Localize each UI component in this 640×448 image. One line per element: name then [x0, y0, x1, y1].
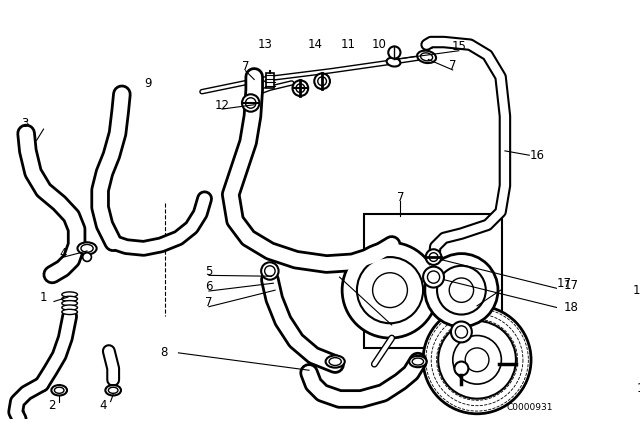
Text: 4: 4	[99, 399, 106, 412]
Circle shape	[451, 322, 472, 342]
FancyBboxPatch shape	[364, 215, 502, 349]
Ellipse shape	[81, 245, 93, 252]
Text: C0000931: C0000931	[506, 403, 553, 412]
Circle shape	[372, 273, 408, 308]
Circle shape	[452, 336, 501, 384]
Text: 17: 17	[557, 277, 572, 290]
Circle shape	[342, 242, 438, 338]
Ellipse shape	[409, 356, 427, 367]
Circle shape	[242, 94, 259, 112]
Text: 16: 16	[529, 149, 544, 162]
Ellipse shape	[387, 58, 401, 67]
Text: 7: 7	[205, 296, 212, 309]
Ellipse shape	[54, 387, 64, 393]
Circle shape	[317, 77, 326, 86]
Circle shape	[438, 321, 516, 399]
Ellipse shape	[62, 296, 77, 302]
Circle shape	[465, 348, 489, 372]
Circle shape	[423, 306, 531, 414]
Circle shape	[314, 73, 330, 89]
Text: 5: 5	[205, 264, 212, 277]
Text: 14: 14	[308, 38, 323, 51]
Circle shape	[423, 267, 444, 288]
Text: 18: 18	[637, 382, 640, 395]
Text: 7: 7	[397, 190, 404, 203]
Text: 2: 2	[49, 399, 56, 412]
Circle shape	[429, 253, 438, 262]
Ellipse shape	[106, 385, 121, 396]
Ellipse shape	[108, 387, 118, 393]
Ellipse shape	[51, 385, 67, 396]
FancyBboxPatch shape	[266, 73, 274, 88]
Text: 17: 17	[564, 279, 579, 292]
Text: 18: 18	[564, 301, 579, 314]
Circle shape	[455, 326, 467, 338]
Ellipse shape	[62, 305, 77, 310]
Circle shape	[454, 362, 468, 375]
Ellipse shape	[412, 358, 424, 365]
Text: 7: 7	[242, 60, 249, 73]
Ellipse shape	[62, 292, 77, 297]
Text: 9: 9	[144, 78, 152, 90]
Circle shape	[425, 254, 498, 327]
Circle shape	[292, 80, 308, 96]
Ellipse shape	[62, 309, 77, 314]
Circle shape	[83, 253, 92, 262]
Ellipse shape	[77, 242, 97, 254]
Ellipse shape	[326, 355, 345, 368]
Circle shape	[388, 47, 401, 59]
Ellipse shape	[417, 51, 436, 63]
Circle shape	[246, 98, 256, 108]
Text: 13: 13	[258, 38, 273, 51]
Circle shape	[296, 84, 305, 93]
Text: 1: 1	[40, 291, 47, 304]
Text: 6: 6	[205, 280, 212, 293]
Circle shape	[357, 257, 423, 323]
Circle shape	[265, 266, 275, 276]
Circle shape	[426, 249, 442, 265]
Ellipse shape	[420, 53, 433, 61]
Text: 4: 4	[60, 247, 67, 260]
Circle shape	[261, 263, 278, 280]
Circle shape	[437, 266, 486, 314]
Text: 16: 16	[632, 284, 640, 297]
Text: 10: 10	[371, 38, 386, 51]
Text: 11: 11	[340, 38, 356, 51]
Text: 15: 15	[451, 40, 466, 53]
Circle shape	[449, 278, 474, 302]
Text: 12: 12	[214, 99, 230, 112]
Text: 7: 7	[449, 59, 456, 72]
Ellipse shape	[62, 301, 77, 306]
Ellipse shape	[329, 358, 341, 366]
Text: 3: 3	[20, 116, 28, 129]
Text: 8: 8	[160, 346, 167, 359]
Circle shape	[428, 271, 440, 283]
